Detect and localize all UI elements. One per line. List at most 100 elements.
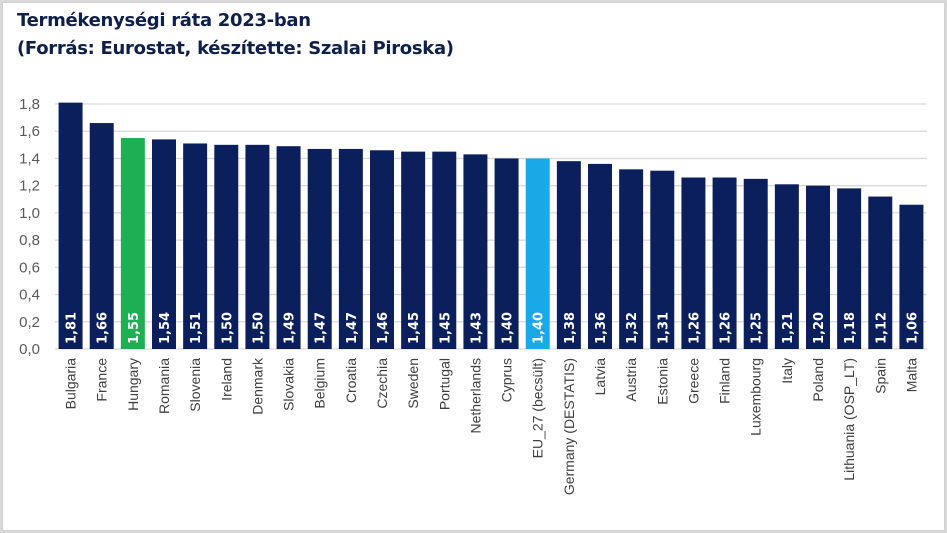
data-label: 1,21 [781,312,796,344]
x-tick-label: Slovakia [281,358,297,411]
bar [868,196,893,349]
bar [774,184,799,349]
y-tick-label: 0,8 [19,232,40,249]
y-tick-label: 0,0 [19,341,40,358]
data-label: 1,66 [96,312,111,344]
data-label: 1,81 [65,312,80,344]
bar [525,158,550,349]
y-tick-label: 1,0 [19,205,40,222]
bar [494,158,519,349]
bar [619,169,644,349]
bar [338,148,363,349]
bar [743,178,768,349]
x-tick-label: Ireland [218,358,234,401]
x-tick-label: Denmark [249,357,265,415]
x-tick-label: Estonia [654,358,670,405]
bar [650,170,675,349]
data-label: 1,18 [843,312,858,344]
x-tick-label: Slovenia [187,358,203,412]
x-tick-label: Greece [685,358,701,404]
x-tick-label: Malta [903,358,919,392]
x-axis: Bulgaria France Hungary Romania Slovenia Irel… [63,357,920,495]
data-label: 1,06 [905,312,920,344]
x-tick-label: Netherlands [467,358,483,434]
bar [245,144,270,349]
data-label: 1,47 [314,312,329,344]
bar [806,185,830,349]
data-label: 1,50 [220,312,235,344]
y-tick-label: 0,4 [19,287,40,304]
x-tick-label: Austria [623,358,639,402]
x-tick-label: Belgium [312,358,328,409]
x-tick-label: EU_27 (becsült) [530,358,546,458]
x-tick-label: Bulgaria [63,358,79,410]
x-tick-label: France [94,358,110,402]
bar [432,151,457,349]
x-tick-label: Croatia [343,358,359,403]
chart-title: Termékenységi ráta 2023-ban [17,10,311,31]
y-tick-label: 1,6 [19,123,40,140]
bar [307,148,332,349]
data-label: 1,26 [687,312,702,344]
data-label: 1,46 [376,312,391,344]
bar [276,146,301,349]
x-tick-label: Hungary [125,358,141,411]
x-tick-label: Latvia [592,358,608,396]
data-label: 1,36 [594,312,609,344]
y-tick-label: 0,6 [19,259,40,276]
data-label: 1,40 [501,312,516,344]
x-tick-label: Czechia [374,358,390,409]
x-tick-label: Lithuania (OSP_LT) [841,358,857,481]
x-tick-label: Portugal [436,358,452,410]
bar [152,139,176,349]
bar [214,144,239,349]
data-label: 1,40 [532,312,547,344]
data-label: 1,50 [251,312,266,344]
bar [120,138,145,349]
data-label: 1,32 [625,312,640,344]
x-tick-label: Cyprus [499,358,515,402]
x-tick-label: Germany (DESTATIS) [561,358,577,495]
data-label: 1,20 [812,312,827,344]
bar [837,188,862,349]
data-label: 1,31 [656,312,671,344]
bar [89,123,114,349]
data-label: 1,26 [719,312,734,344]
bar [681,177,706,349]
bar [370,150,394,349]
bar [712,177,737,349]
data-label: 1,45 [407,312,422,344]
bar [899,204,924,349]
data-label: 1,45 [438,312,453,344]
bar [58,102,83,349]
x-tick-label: Romania [156,358,172,414]
x-tick-label: Spain [872,358,888,394]
x-tick-label: Poland [810,358,826,402]
data-label: 1,55 [127,312,142,344]
data-label: 1,49 [283,312,298,344]
y-tick-label: 1,4 [19,150,40,167]
y-tick-label: 0,2 [19,314,40,331]
data-label: 1,12 [874,312,889,344]
data-label: 1,47 [345,312,360,344]
y-tick-label: 1,8 [19,96,40,113]
chart-subtitle: (Forrás: Eurostat, készítette: Szalai Pi… [17,38,454,59]
bars [58,102,924,349]
data-label: 1,43 [469,312,484,344]
x-tick-label: Sweden [405,358,421,409]
bar [588,163,612,349]
bar [183,143,208,349]
x-tick-label: Luxembourg [748,358,764,436]
data-label: 1,38 [563,312,578,344]
data-label: 1,25 [750,312,765,344]
bar [556,161,581,349]
x-tick-label: Italy [779,358,795,384]
data-labels: 1,81 1,66 1,55 1,54 1,51 1,50 1,50 1,49 1,47 1,47… [65,312,921,344]
data-label: 1,51 [189,312,204,344]
data-label: 1,54 [158,312,173,344]
bar [463,154,488,349]
bar [401,151,426,349]
x-tick-label: Finland [717,358,733,404]
y-tick-label: 1,2 [19,178,40,195]
